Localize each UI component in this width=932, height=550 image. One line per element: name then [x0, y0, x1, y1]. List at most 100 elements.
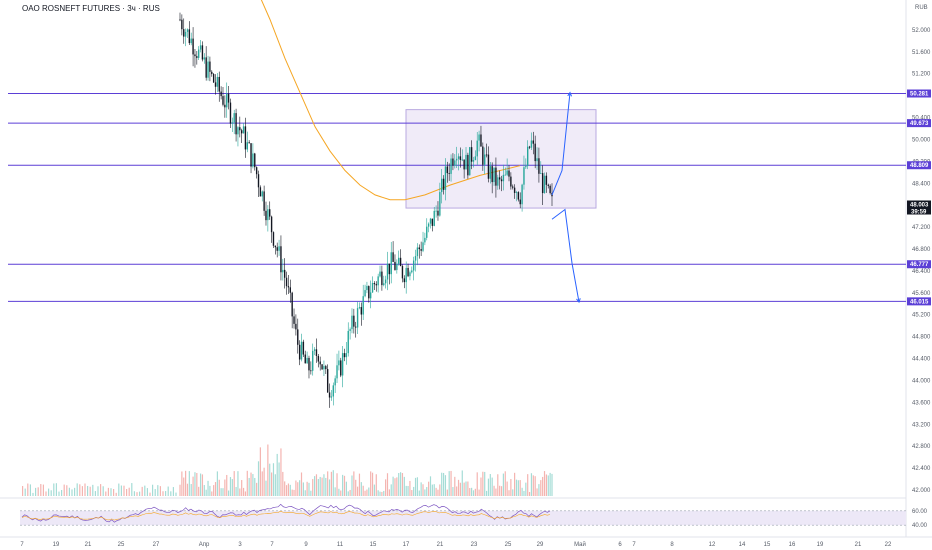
volume-bar [321, 477, 323, 496]
volume-bar [525, 482, 527, 496]
volume-bar [338, 488, 340, 496]
volume-bar [172, 487, 174, 496]
range-box[interactable] [405, 109, 597, 209]
projection-arrow-down[interactable] [551, 208, 580, 303]
volume-bar [209, 485, 211, 496]
candle-body [482, 146, 484, 165]
candle-body [218, 76, 220, 92]
volume-bar [457, 479, 460, 496]
volume-bar [146, 488, 148, 496]
candle-body [239, 127, 241, 131]
price-tick-label: 46.400 [912, 269, 931, 275]
volume-bar [379, 491, 381, 496]
volume-bar [237, 471, 239, 496]
volume-bar [472, 490, 475, 496]
volume-bar [424, 489, 426, 496]
volume-bar [61, 489, 63, 496]
candle-body [343, 353, 346, 358]
volume-bar [55, 483, 57, 496]
volume-bar [474, 488, 476, 496]
volume-bar [276, 453, 278, 496]
candle-body [368, 286, 370, 299]
volume-bar [32, 492, 34, 496]
volume-bar [136, 492, 138, 496]
volume-bar [502, 473, 504, 496]
volume-bar [386, 473, 389, 496]
candle-body [197, 49, 200, 58]
candle-body [227, 93, 230, 103]
volume-bar [334, 487, 336, 496]
volume-bar [422, 484, 424, 496]
candle-body [549, 185, 551, 194]
price-tick-label: 43.600 [912, 400, 931, 406]
volume-bar [285, 485, 288, 496]
time-tick-label: 9 [304, 542, 308, 548]
volume-bar [394, 478, 396, 496]
candle-body [226, 93, 228, 108]
volume-bar [201, 474, 204, 496]
candle-body [261, 191, 263, 197]
projection-arrow-up[interactable] [551, 92, 571, 196]
projection-arrow-up-head [567, 91, 573, 97]
time-tick-label: 23 [471, 542, 478, 548]
candle-body [377, 276, 379, 286]
candle-body [493, 167, 495, 183]
volume-bar [220, 488, 222, 496]
time-tick-label: 12 [709, 542, 716, 548]
candle-body [233, 113, 235, 123]
candle-body [302, 341, 305, 355]
volume-bar [370, 471, 372, 496]
candle-body [450, 158, 452, 174]
candle-body [293, 316, 295, 324]
candle-body [461, 159, 463, 161]
volume-bar [105, 491, 107, 496]
volume-bar [471, 487, 473, 496]
candle-body [480, 134, 482, 147]
price-tick-label: 52.000 [912, 28, 931, 34]
candle-body [201, 45, 204, 60]
candle-body [469, 147, 471, 176]
volume-bar [22, 485, 24, 496]
time-tick-label: 17 [403, 542, 410, 548]
volume-bar [203, 485, 205, 496]
candle-body [356, 308, 359, 328]
volume-bar [452, 487, 454, 496]
time-tick-label: 25 [505, 542, 512, 548]
candle-body [265, 210, 267, 221]
volume-bar [154, 489, 156, 496]
candle-body [407, 267, 409, 277]
time-tick-label: 22 [885, 542, 892, 548]
volume-bar [551, 473, 553, 496]
price-tick-label: 45.200 [912, 313, 931, 319]
candle-body [472, 160, 475, 162]
candle-body [347, 330, 349, 354]
time-tick-label: 14 [739, 542, 746, 548]
volume-bar [521, 487, 523, 496]
volume-bar [375, 474, 377, 496]
candle-body [207, 61, 209, 78]
volume-bar [323, 474, 325, 496]
candle-body [381, 271, 383, 286]
volume-bar [170, 491, 172, 496]
volume-bar [381, 491, 383, 496]
volume-bar [68, 487, 70, 496]
volume-bar [510, 479, 512, 496]
volume-bar [532, 475, 534, 496]
candle-body [184, 31, 187, 37]
volume-bar [407, 485, 409, 496]
price-tick-label: 50.000 [912, 137, 931, 143]
candle-body [246, 142, 248, 150]
volume-bar [229, 477, 232, 496]
volume-bar [175, 492, 177, 496]
candle-body [209, 61, 211, 72]
volume-bar [512, 489, 514, 496]
candle-body [313, 349, 316, 351]
volume-bar [144, 485, 146, 496]
volume-bar [179, 484, 181, 496]
candle-body [334, 378, 336, 386]
price-tick-label: 47.200 [912, 225, 931, 231]
volume-bar [459, 482, 462, 496]
volume-bar [399, 472, 402, 496]
